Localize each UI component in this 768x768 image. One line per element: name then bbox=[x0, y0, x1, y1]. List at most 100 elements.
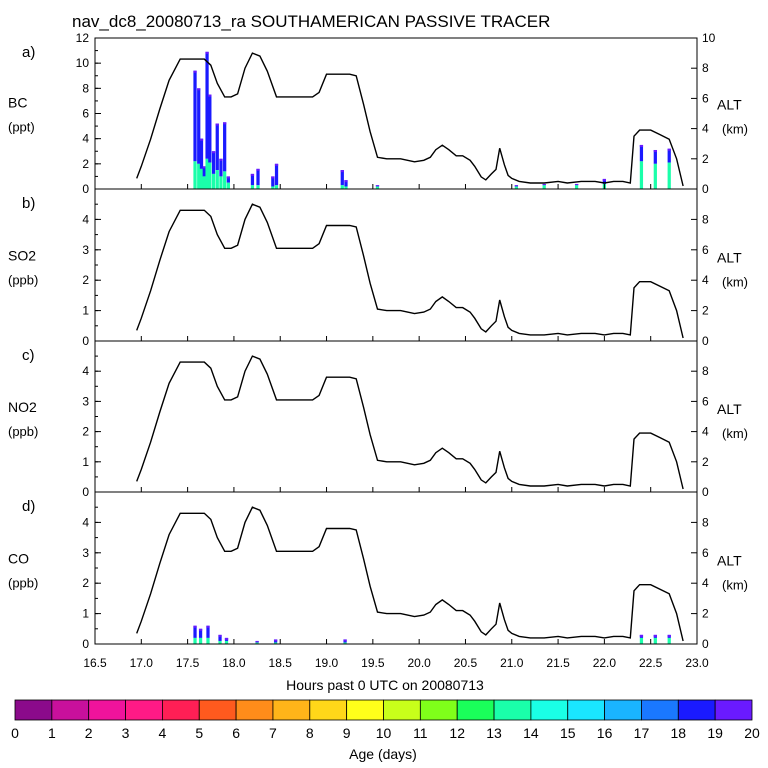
y-axis-units: (ppb) bbox=[8, 575, 38, 590]
colorbar-swatch bbox=[530, 699, 569, 721]
bar-young-9 bbox=[653, 637, 657, 644]
y2-tick-label: 4 bbox=[702, 425, 709, 439]
bar-cap-1 bbox=[198, 628, 203, 631]
bar-young-13 bbox=[271, 186, 275, 189]
y-axis-species: NO2 bbox=[8, 399, 37, 415]
bar-cap-1 bbox=[197, 88, 201, 91]
bar-cap-10 bbox=[667, 634, 671, 637]
panel-no2: 0 1 2 3 4 0 2 4 6 8 c) NO2 (ppb) ALT (km) bbox=[8, 340, 748, 499]
y2-tick-label: 2 bbox=[702, 304, 709, 318]
colorbar-swatch bbox=[493, 699, 532, 721]
colorbar-swatch bbox=[309, 699, 348, 721]
bar-young-0 bbox=[193, 637, 197, 644]
bar-old-16 bbox=[344, 180, 348, 187]
y-tick-label: 4 bbox=[82, 132, 89, 146]
bar-old-11 bbox=[250, 173, 255, 186]
y-tick-label: 2 bbox=[82, 576, 89, 590]
bar-young-5 bbox=[255, 642, 259, 644]
bar-old-7 bbox=[215, 123, 219, 171]
bar-cap-4 bbox=[224, 637, 229, 640]
bar-old-0 bbox=[193, 70, 197, 162]
bar-cap-2 bbox=[206, 625, 210, 628]
bar-cap-11 bbox=[250, 173, 255, 176]
y2-tick-label: 2 bbox=[702, 455, 709, 469]
colorbar-title: Age (days) bbox=[349, 746, 417, 762]
bar-cap-13 bbox=[271, 176, 275, 179]
x-tick-label: 18.0 bbox=[222, 656, 246, 670]
x-tick-label: 16.5 bbox=[83, 656, 107, 670]
y-tick-label: 2 bbox=[82, 425, 89, 439]
bar-young-10 bbox=[667, 637, 671, 644]
bar-young-23 bbox=[653, 163, 657, 189]
y2-tick-label: 4 bbox=[702, 576, 709, 590]
x-tick-label: 20.0 bbox=[407, 656, 431, 670]
y2-tick-label: 6 bbox=[702, 546, 709, 560]
bar-old-3 bbox=[218, 634, 222, 641]
y2-tick-label: 0 bbox=[702, 334, 709, 348]
bar-cap-8 bbox=[639, 634, 644, 637]
y2-axis-units: (km) bbox=[722, 426, 748, 441]
y2-axis-units: (km) bbox=[722, 577, 748, 592]
y2-tick-label: 6 bbox=[702, 243, 709, 257]
bar-young-6 bbox=[211, 173, 216, 189]
bar-young-14 bbox=[274, 185, 279, 189]
colorbar-swatch bbox=[51, 699, 90, 721]
colorbar-tick-label: 10 bbox=[376, 725, 392, 741]
colorbar-tick-label: 16 bbox=[597, 725, 613, 741]
colorbar-swatch bbox=[641, 699, 679, 721]
colorbar-swatch bbox=[235, 699, 274, 721]
bar-young-2 bbox=[199, 168, 204, 189]
panel-so2: 0 1 2 3 4 0 2 4 6 8 b) SO2 (ppb) ALT (km) bbox=[8, 188, 748, 348]
bar-cap-6 bbox=[273, 639, 278, 642]
y-tick-label: 4 bbox=[82, 515, 89, 529]
colorbar-tick-label: 11 bbox=[413, 725, 428, 741]
y2-axis-label: ALT bbox=[717, 401, 742, 417]
bar-cap-6 bbox=[211, 151, 216, 154]
colorbar-swatch bbox=[383, 699, 421, 721]
y-tick-label: 0 bbox=[82, 182, 89, 196]
y2-tick-label: 8 bbox=[702, 212, 709, 226]
y2-tick-label: 0 bbox=[702, 637, 709, 651]
bar-young-17 bbox=[375, 186, 380, 189]
bar-old-8 bbox=[219, 158, 223, 177]
bar-young-12 bbox=[256, 185, 260, 189]
y-axis-units: (ppb) bbox=[8, 272, 38, 287]
y-tick-label: 1 bbox=[82, 304, 89, 318]
bar-cap-3 bbox=[202, 166, 206, 169]
bar-young-24 bbox=[667, 162, 671, 189]
y-tick-label: 3 bbox=[82, 243, 89, 257]
bar-young-10 bbox=[226, 182, 230, 189]
colorbar-tick-label: 2 bbox=[85, 725, 93, 741]
bar-young-16 bbox=[344, 186, 348, 189]
bar-cap-7 bbox=[343, 639, 347, 642]
plot-frame bbox=[94, 491, 698, 645]
colorbar-swatch bbox=[161, 699, 200, 721]
colorbar-swatch bbox=[677, 699, 716, 721]
colorbar-swatch bbox=[88, 699, 126, 721]
y-tick-label: 1 bbox=[82, 455, 89, 469]
colorbar-swatch bbox=[198, 699, 237, 721]
bar-young-20 bbox=[574, 185, 579, 189]
bar-young-4 bbox=[224, 640, 229, 644]
colorbar-swatch bbox=[14, 699, 53, 721]
colorbar-tick-label: 4 bbox=[159, 725, 167, 741]
bar-old-5 bbox=[208, 94, 212, 163]
plot-frame bbox=[94, 340, 698, 493]
bar-cap-2 bbox=[199, 138, 204, 141]
age-colorbar: 0 1 2 3 4 5 6 7 8 9 10 11 12 13 14 15 16 17 18 19 20 bbox=[11, 699, 760, 741]
bar-old-24 bbox=[667, 148, 671, 163]
y2-tick-label: 4 bbox=[702, 273, 709, 287]
y-tick-label: 4 bbox=[82, 212, 89, 226]
colorbar-tick-label: 13 bbox=[486, 725, 502, 741]
y-tick-label: 0 bbox=[82, 334, 89, 348]
y-tick-label: 12 bbox=[76, 31, 90, 45]
colorbar-swatch bbox=[567, 699, 605, 721]
bar-old-3 bbox=[202, 166, 206, 177]
y2-tick-label: 8 bbox=[702, 364, 709, 378]
bar-young-9 bbox=[223, 171, 227, 189]
bar-young-5 bbox=[208, 162, 212, 189]
colorbar-tick-label: 1 bbox=[48, 725, 56, 741]
y-tick-label: 8 bbox=[82, 81, 89, 95]
y2-tick-label: 0 bbox=[702, 485, 709, 499]
chart-title: nav_dc8_20080713_ra SOUTHAMERICAN PASSIV… bbox=[72, 12, 550, 31]
